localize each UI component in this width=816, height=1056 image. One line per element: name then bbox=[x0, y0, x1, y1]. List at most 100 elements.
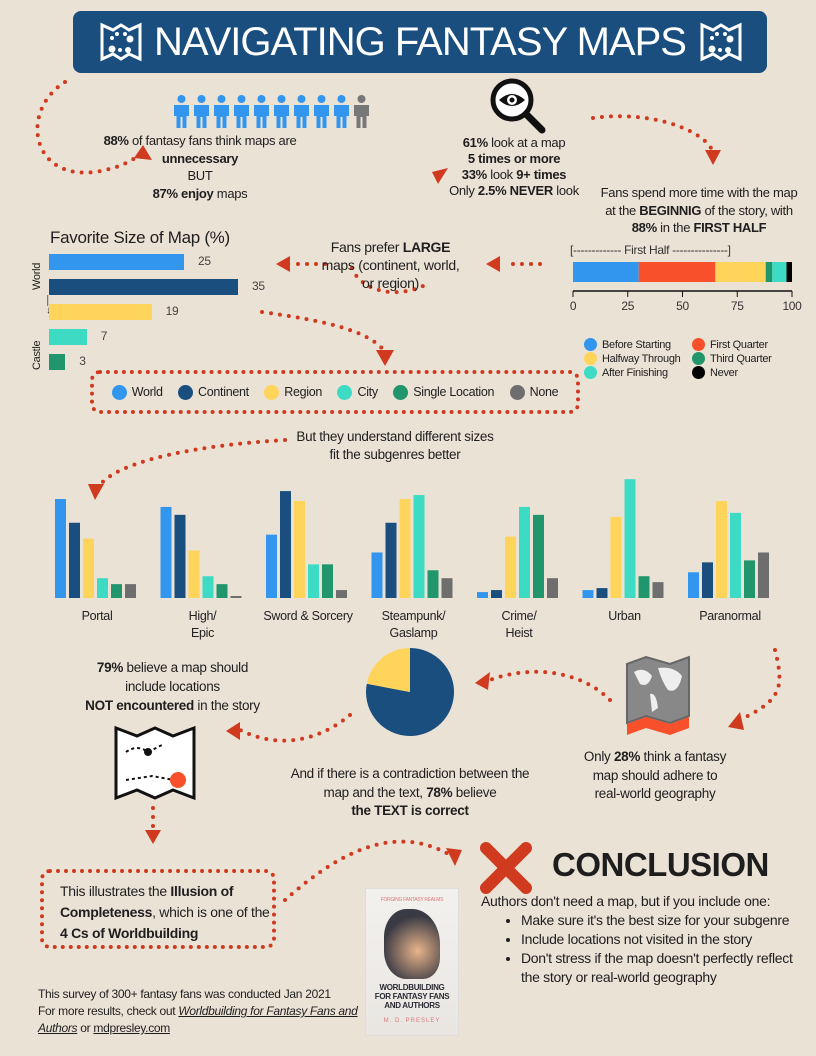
size-bar bbox=[49, 354, 66, 370]
subgenre-bar bbox=[519, 506, 530, 598]
size-chart-title: Favorite Size of Map (%) bbox=[50, 228, 230, 247]
legend-item: Single Location bbox=[393, 384, 494, 400]
person-icon bbox=[234, 95, 249, 128]
subgenre-bar bbox=[371, 552, 383, 598]
stacked-legend: Before Starting First Quarter Halfway Thro… bbox=[584, 338, 794, 379]
stacked-segment bbox=[573, 262, 639, 282]
legend-item: Continent bbox=[178, 384, 249, 400]
size-bar bbox=[49, 254, 184, 270]
person-icon bbox=[334, 95, 349, 128]
x-icon bbox=[480, 842, 532, 894]
subgenre-bar bbox=[83, 538, 94, 598]
legend-swatch bbox=[584, 366, 597, 379]
legend-swatch bbox=[178, 384, 194, 400]
stat-time: Fans spend more time with the map at the… bbox=[600, 185, 798, 235]
category-label: Epic bbox=[191, 626, 214, 640]
size-bar bbox=[49, 304, 152, 320]
people-pictogram bbox=[172, 95, 372, 129]
subgenre-bar bbox=[266, 534, 277, 598]
subgenre-bar bbox=[505, 536, 516, 598]
size-bar-value: 25 bbox=[198, 254, 211, 268]
size-bar-value: 19 bbox=[165, 304, 179, 318]
legend-swatch bbox=[584, 352, 597, 365]
book-title: WORLDBUILDING FOR FANTASY FANS AND AUTHO… bbox=[374, 983, 450, 1010]
subgenre-bar bbox=[427, 570, 439, 598]
person-icon bbox=[174, 95, 189, 128]
size-legend: World Continent Region City Single Location N… bbox=[90, 370, 580, 414]
book-link[interactable]: Worldbuilding for Fantasy Fans and Autho… bbox=[38, 1004, 358, 1035]
person-icon bbox=[354, 95, 369, 128]
subgenre-bar bbox=[385, 522, 397, 598]
category-label: Crime/ bbox=[501, 609, 537, 623]
subgenre-bar bbox=[188, 550, 200, 598]
subgenre-bar bbox=[280, 491, 291, 598]
x-tick-label: 100 bbox=[782, 299, 802, 313]
size-bar-value: 7 bbox=[100, 329, 108, 343]
subgenre-bar bbox=[758, 552, 769, 598]
legend-item: Before Starting bbox=[584, 338, 692, 351]
pie-slice bbox=[366, 648, 410, 692]
subgenre-bar bbox=[477, 592, 488, 598]
subgenre-bar bbox=[610, 516, 622, 598]
subgenre-bar bbox=[702, 562, 713, 598]
size-bar bbox=[49, 279, 238, 295]
category-label: Urban bbox=[608, 609, 641, 623]
legend-swatch bbox=[393, 384, 409, 400]
legend-swatch bbox=[264, 384, 280, 400]
subgenre-bar bbox=[688, 572, 699, 598]
size-bar-value: 35 bbox=[252, 279, 265, 293]
stacked-bar-chart: 0 25 50 75 100 bbox=[570, 262, 802, 313]
person-icon bbox=[194, 95, 209, 128]
x-tick-label: 75 bbox=[731, 299, 744, 313]
subgenre-bar bbox=[308, 564, 319, 598]
subgenre-bar bbox=[294, 500, 305, 598]
subgenre-bar bbox=[322, 564, 333, 598]
legend-item: None bbox=[509, 384, 559, 400]
subgenre-bar bbox=[174, 514, 186, 598]
legend-item: After Finishing bbox=[584, 366, 692, 379]
subgenre-bar bbox=[533, 514, 544, 598]
magnifier-eye-icon bbox=[490, 78, 546, 134]
legend-swatch bbox=[337, 384, 353, 400]
map-icon bbox=[100, 22, 142, 62]
size-bar bbox=[49, 329, 87, 345]
subgenre-bar bbox=[491, 590, 502, 598]
realworld-text: Only 28% think a fantasy map should adhe… bbox=[583, 749, 727, 801]
stat-look: 61% look at a map 5 times or more 33% lo… bbox=[449, 135, 579, 198]
person-icon bbox=[254, 95, 269, 128]
subgenre-bar bbox=[160, 506, 172, 598]
stacked-segment bbox=[638, 262, 716, 282]
book-author: M. D. PRESLEY bbox=[383, 1018, 441, 1024]
book-cover[interactable]: FORGING FANTASY REALMS WORLDBUILDING FOR… bbox=[365, 888, 459, 1036]
subgenre-bar bbox=[97, 578, 108, 598]
category-label: Heist bbox=[506, 626, 534, 640]
subgenre-bar bbox=[744, 560, 755, 598]
subgenre-bar-chart: Portal High/Epic Sword & Sorcery Steampunk/… bbox=[55, 479, 769, 640]
x-tick-label: 25 bbox=[621, 299, 634, 313]
legend-swatch bbox=[509, 384, 525, 400]
subgenre-bar bbox=[69, 522, 80, 598]
person-icon bbox=[274, 95, 289, 128]
conclusion-bullet: Include locations not visited in the sto… bbox=[521, 930, 811, 949]
website-link[interactable]: mdpresley.com bbox=[93, 1021, 170, 1035]
category-label: Paranormal bbox=[699, 609, 761, 623]
legend-swatch bbox=[692, 338, 705, 351]
book-illustration bbox=[384, 909, 440, 979]
legend-swatch bbox=[111, 384, 127, 400]
subgenre-bar bbox=[399, 499, 411, 598]
axis-label-castle: Castle bbox=[31, 340, 43, 370]
subgenre-bar bbox=[111, 584, 122, 598]
title-banner: NAVIGATING FANTASY MAPS bbox=[73, 11, 767, 73]
stacked-segment bbox=[715, 262, 766, 282]
x-tick-label: 50 bbox=[676, 299, 689, 313]
page-title: NAVIGATING FANTASY MAPS bbox=[154, 20, 687, 64]
legend-item: Region bbox=[264, 384, 322, 400]
illusion-callout: This illustrates the Illusion of Complet… bbox=[40, 869, 276, 949]
book-series: FORGING FANTASY REALMS bbox=[380, 897, 444, 903]
size-bar-value: 3 bbox=[79, 354, 86, 368]
contradiction-text: And if there is a contradiction between … bbox=[290, 766, 530, 818]
axis-label-world: World bbox=[31, 262, 43, 290]
legend-item: Third Quarter bbox=[692, 352, 794, 365]
person-icon bbox=[214, 95, 229, 128]
category-label: Gaslamp bbox=[390, 626, 438, 640]
